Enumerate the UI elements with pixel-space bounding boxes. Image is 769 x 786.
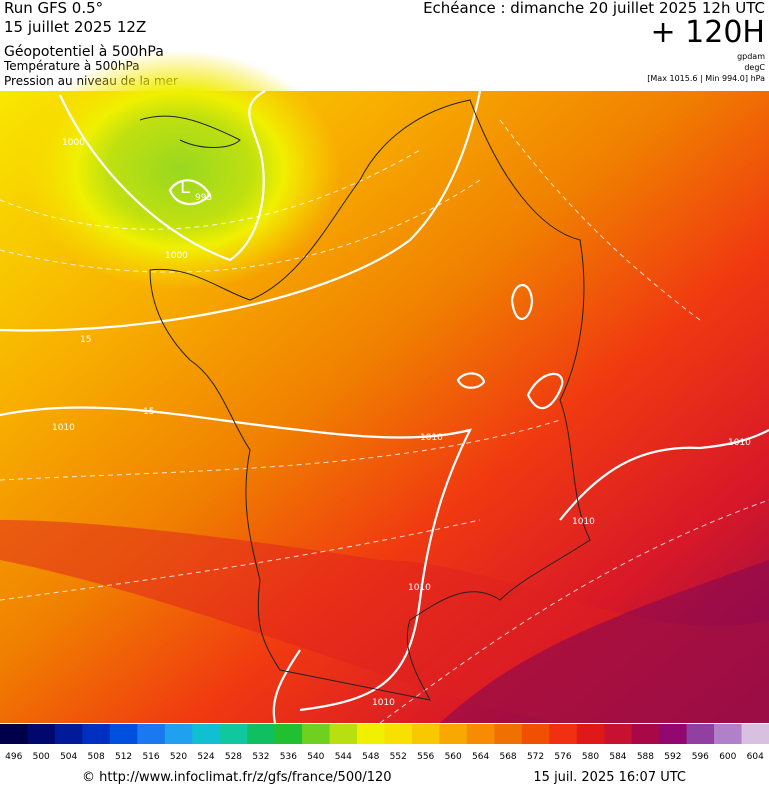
colorbar-swatch xyxy=(466,724,495,744)
colorbar-label: 536 xyxy=(280,752,297,762)
colorbar: 496 500 504 508 512 516 520 524 528 532 536 540 544 5… xyxy=(0,724,769,762)
range: [Max 1015.6 | Min 994.0] hPa xyxy=(647,74,765,83)
title: Géopotentiel à 500hPa xyxy=(4,44,164,60)
isobar-label: 1010 xyxy=(728,438,751,448)
colorbar-label: 564 xyxy=(472,752,489,762)
colorbar-swatch xyxy=(302,724,331,744)
colorbar-label: 508 xyxy=(88,752,105,762)
colorbar-label: 552 xyxy=(390,752,407,762)
colorbar-swatch xyxy=(631,724,660,744)
colorbar-label: 532 xyxy=(252,752,269,762)
lead-time: + 120H xyxy=(651,15,766,50)
colorbar-label: 496 xyxy=(5,752,22,762)
footer-timestamp: 15 juil. 2025 16:07 UTC xyxy=(533,770,686,785)
temperature xyxy=(0,119,769,724)
colorbar-label: 544 xyxy=(335,752,352,762)
colorbar-label: 576 xyxy=(554,752,571,762)
isobar-label: 1000 xyxy=(62,138,85,148)
colorbar-swatch xyxy=(384,724,413,744)
colorbar-swatch xyxy=(247,724,276,744)
colorbar-label: 560 xyxy=(445,752,462,762)
colorbar-swatch xyxy=(329,724,358,744)
colorbar-label: 600 xyxy=(719,752,736,762)
colorbar-swatch xyxy=(439,724,468,744)
colorbar-swatch xyxy=(494,724,523,744)
colorbar-swatch xyxy=(82,724,111,744)
colorbar-swatch xyxy=(741,724,769,744)
colorbar-label: 520 xyxy=(170,752,187,762)
isobar-label: 995 xyxy=(195,193,212,203)
colorbar-label: 528 xyxy=(225,752,242,762)
colorbar-swatch xyxy=(549,724,578,744)
isobar-label: 1010 xyxy=(408,583,431,593)
run: Run GFS 0.5° xyxy=(4,0,103,17)
colorbar-swatch xyxy=(192,724,221,744)
colorbar-swatch xyxy=(274,724,303,744)
isobar-label: 1010 xyxy=(572,517,595,527)
colorbar-swatch xyxy=(137,724,166,744)
colorbar-label: 556 xyxy=(417,752,434,762)
colorbar-label: 548 xyxy=(362,752,379,762)
colorbar-label: 596 xyxy=(692,752,709,762)
colorbar-label: 504 xyxy=(60,752,77,762)
colorbar-label: 588 xyxy=(637,752,654,762)
colorbar-swatch xyxy=(219,724,248,744)
colorbar-swatch xyxy=(0,724,28,744)
coastline xyxy=(139,99,591,701)
isotherm-label: 15 xyxy=(143,407,154,417)
colorbar-label: 604 xyxy=(747,752,764,762)
colorbar-label: 500 xyxy=(33,752,50,762)
colorbar-label: 524 xyxy=(197,752,214,762)
isobar-label: 1010 xyxy=(420,433,443,443)
field xyxy=(440,560,769,723)
colorbar-label: 572 xyxy=(527,752,544,762)
colorbar-label: 516 xyxy=(142,752,159,762)
colorbar-swatch xyxy=(27,724,56,744)
colorbar-label: 512 xyxy=(115,752,132,762)
colorbar-label: 584 xyxy=(609,752,626,762)
colorbar-swatch xyxy=(604,724,633,744)
colorbar-label: 540 xyxy=(307,752,324,762)
unit: gpdam xyxy=(737,52,765,61)
colorbar-swatch xyxy=(54,724,83,744)
isobar-label: 1010 xyxy=(372,698,395,708)
colorbar-swatch xyxy=(357,724,385,744)
colorbar-swatch xyxy=(714,724,743,744)
colorbar-swatch xyxy=(521,724,550,744)
isotherm-label: 15 xyxy=(80,335,91,345)
forecast: Echéance : dimanche 20 juillet 2025 12h … xyxy=(423,0,765,17)
colorbar-label: 592 xyxy=(664,752,681,762)
low xyxy=(20,50,340,290)
footer-url: © http://www.infoclimat.fr/z/gfs/france/… xyxy=(82,770,392,785)
isobar-label: 1000 xyxy=(165,251,188,261)
colorbar-swatch xyxy=(109,724,138,744)
isobars xyxy=(0,90,769,724)
colorbar-swatch xyxy=(686,724,715,744)
colorbar-label: 580 xyxy=(582,752,599,762)
low-marker: L xyxy=(180,177,190,198)
colorbar-swatch xyxy=(411,724,440,744)
map: 1000 995 1000 15 15 1010 1010 1010 1010 … xyxy=(0,50,769,724)
isobar-label: 1010 xyxy=(52,423,75,433)
colorbar-label: 568 xyxy=(499,752,516,762)
colorbar-swatch xyxy=(164,724,193,744)
colorbar-swatch xyxy=(576,724,605,744)
unit: degC xyxy=(744,63,765,72)
run-date: 15 juillet 2025 12Z xyxy=(4,18,146,36)
colorbar-swatch xyxy=(659,724,688,744)
